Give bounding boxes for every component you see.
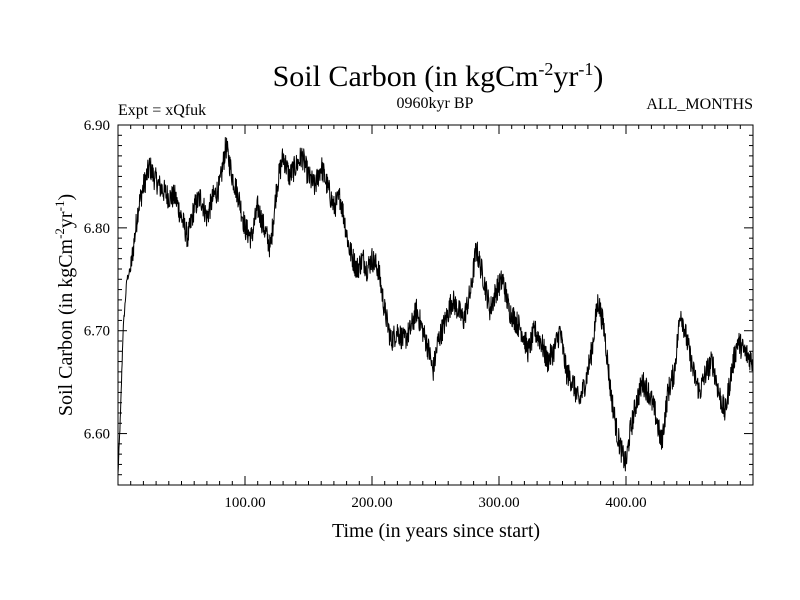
x-tick-label: 100.00 <box>224 495 265 511</box>
y-tick-1: 6.70 <box>84 324 753 340</box>
x-tick-1: 200.00 <box>351 125 393 511</box>
experiment-label: Expt = xQfuk <box>118 102 206 119</box>
x-tick-0: 100.00 <box>224 125 266 511</box>
y-tick-label: 6.70 <box>84 324 110 340</box>
months-label: ALL_MONTHS <box>646 96 753 113</box>
y-tick-0: 6.60 <box>84 427 753 443</box>
x-tick-3: 400.00 <box>605 125 647 511</box>
x-tick-label: 300.00 <box>478 495 519 511</box>
period-label: 0960kyr BP <box>397 95 474 112</box>
y-tick-label: 6.60 <box>84 427 110 443</box>
chart-title: Soil Carbon (in kgCm-2yr-1) <box>273 59 604 93</box>
x-axis-title: Time (in years since start) <box>332 520 540 542</box>
y-axis-title: Soil Carbon (in kgCm-2yr-1) <box>52 194 77 416</box>
minor-ticks <box>118 125 753 486</box>
y-tick-3: 6.90 <box>84 118 753 134</box>
x-axis: 100.00 200.00 300.00 400.00 <box>224 125 647 511</box>
y-tick-label: 6.80 <box>84 221 110 237</box>
series-line-soil-carbon <box>117 137 754 474</box>
y-axis: 6.60 6.70 6.80 6.90 <box>84 118 753 443</box>
y-tick-2: 6.80 <box>84 221 753 237</box>
x-tick-label: 200.00 <box>351 495 392 511</box>
x-tick-2: 300.00 <box>478 125 520 511</box>
y-tick-label: 6.90 <box>84 118 110 134</box>
x-tick-label: 400.00 <box>605 495 646 511</box>
